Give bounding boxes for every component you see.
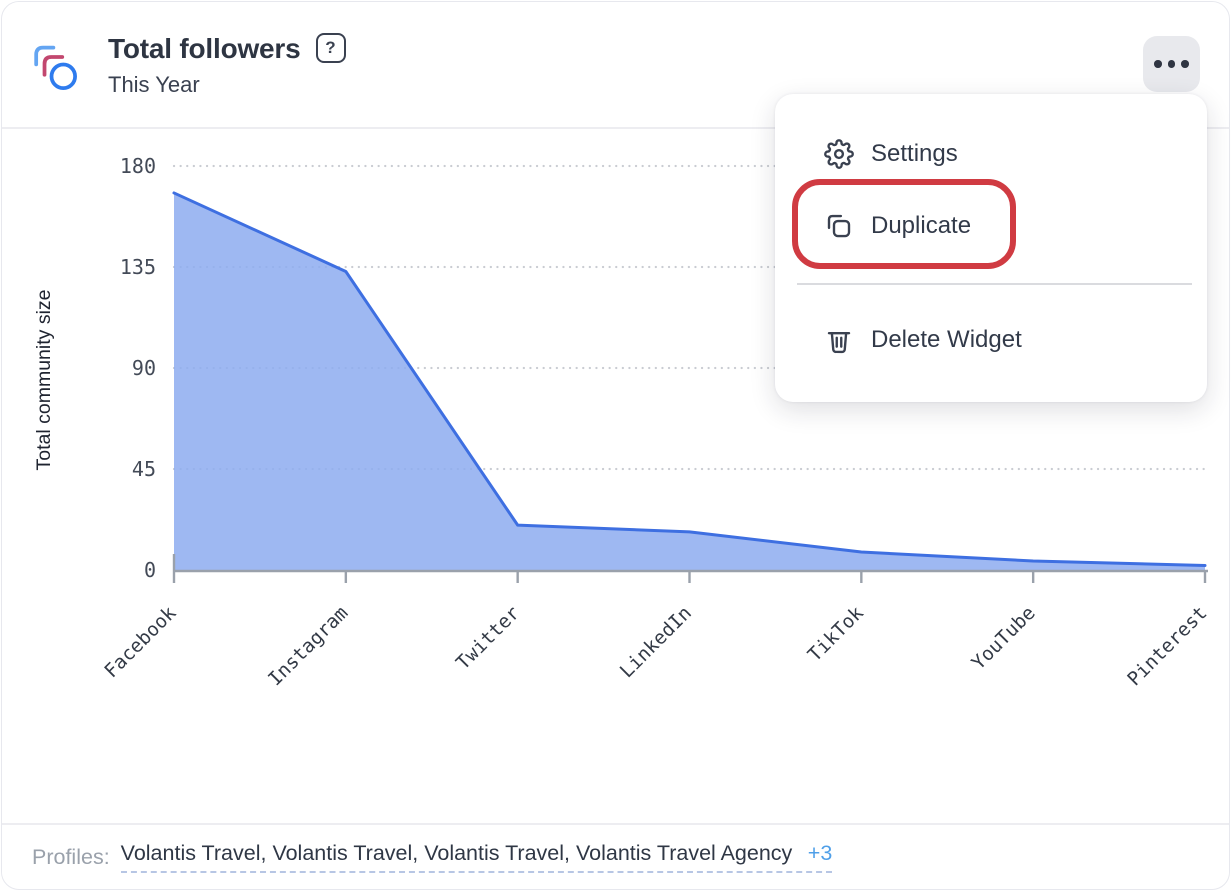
help-icon[interactable]: ? xyxy=(315,33,346,63)
profiles-list[interactable]: Volantis Travel, Volantis Travel, Volant… xyxy=(120,841,833,873)
widget-title: Total followers xyxy=(108,33,301,64)
duplicate-icon xyxy=(827,214,851,238)
widget-footer: Profiles: Volantis Travel, Volantis Trav… xyxy=(2,823,1229,889)
area-series[interactable] xyxy=(172,191,1207,570)
svg-text:45: 45 xyxy=(132,457,156,481)
trash-icon xyxy=(827,331,851,354)
profiles-names: Volantis Travel, Volantis Travel, Volant… xyxy=(120,841,793,865)
menu-item-settings[interactable]: Settings xyxy=(824,132,958,176)
gear-icon xyxy=(824,139,854,169)
profiles-more-link[interactable]: +3 xyxy=(807,841,833,865)
svg-text:Instagram: Instagram xyxy=(264,602,352,690)
svg-text:TikTok: TikTok xyxy=(804,602,868,666)
svg-text:Twitter: Twitter xyxy=(452,602,524,674)
profiles-label: Profiles: xyxy=(32,844,110,869)
menu-item-label: Duplicate xyxy=(871,212,972,239)
svg-text:0: 0 xyxy=(144,558,156,582)
svg-text:YouTube: YouTube xyxy=(968,602,1040,674)
svg-text:180: 180 xyxy=(120,154,156,178)
x-tick-labels: Facebook Instagram Twitter LinkedIn TikTok Yo… xyxy=(100,602,1211,691)
widget-context-menu: Settings Duplicate Delete Widget xyxy=(775,94,1207,402)
svg-text:Pinterest: Pinterest xyxy=(1123,602,1211,690)
y-axis-title: Total community size xyxy=(33,290,55,471)
followers-chart[interactable]: Total community size 0 45 90 135 180 Faceboo… xyxy=(2,128,1232,826)
menu-item-delete-widget[interactable]: Delete Widget xyxy=(824,318,1022,362)
menu-item-label: Settings xyxy=(871,140,958,167)
more-options-button[interactable] xyxy=(1143,36,1200,92)
menu-divider xyxy=(797,283,1192,285)
widget-date-range: This Year xyxy=(108,72,200,97)
widget-overlapping-shapes-icon xyxy=(34,45,77,91)
svg-text:135: 135 xyxy=(120,255,156,279)
x-axis xyxy=(172,554,1208,583)
svg-text:90: 90 xyxy=(132,356,156,380)
menu-item-duplicate[interactable]: Duplicate xyxy=(824,204,971,248)
widget-header: Total followers ? This Year xyxy=(2,2,1229,129)
svg-text:Facebook: Facebook xyxy=(100,602,181,683)
ellipsis-icon xyxy=(1154,60,1162,68)
y-tick-labels: 0 45 90 135 180 xyxy=(120,154,156,582)
menu-item-label: Delete Widget xyxy=(871,326,1022,353)
svg-text:LinkedIn: LinkedIn xyxy=(616,602,696,682)
